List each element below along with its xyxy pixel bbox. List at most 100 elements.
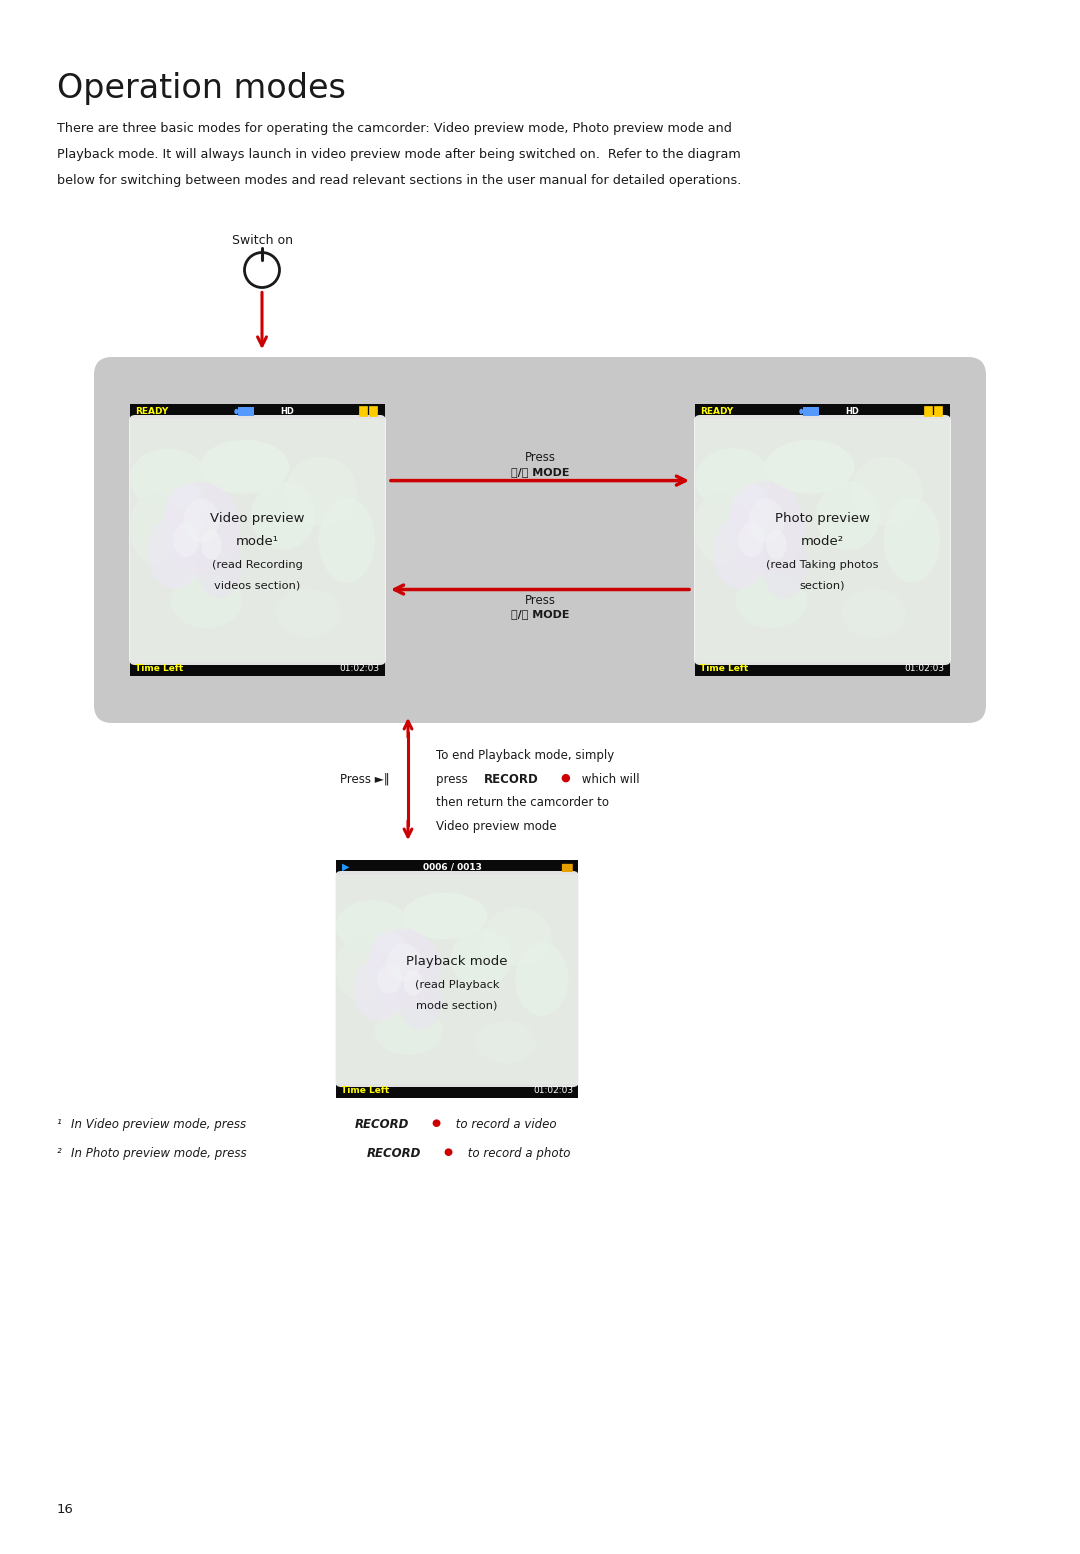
Ellipse shape <box>765 440 854 494</box>
Text: (read Playback: (read Playback <box>415 981 499 990</box>
Ellipse shape <box>174 522 199 556</box>
Text: ██: ██ <box>562 862 573 872</box>
Ellipse shape <box>130 449 206 510</box>
Text: Press: Press <box>525 594 555 606</box>
FancyBboxPatch shape <box>239 407 254 416</box>
FancyBboxPatch shape <box>804 407 820 416</box>
Text: Video preview mode: Video preview mode <box>436 819 556 833</box>
Ellipse shape <box>285 457 357 525</box>
Ellipse shape <box>851 457 922 525</box>
FancyBboxPatch shape <box>359 406 367 416</box>
FancyBboxPatch shape <box>130 418 384 662</box>
Text: 🎥/📷 MODE: 🎥/📷 MODE <box>511 466 569 477</box>
Ellipse shape <box>234 409 239 415</box>
FancyBboxPatch shape <box>335 870 579 1086</box>
Text: RECORD: RECORD <box>355 1117 409 1131</box>
Ellipse shape <box>319 497 375 583</box>
Ellipse shape <box>375 1009 443 1055</box>
Ellipse shape <box>197 530 242 598</box>
Ellipse shape <box>165 483 206 538</box>
Text: 01:02:03: 01:02:03 <box>905 664 945 673</box>
Text: Playback mode: Playback mode <box>406 954 508 968</box>
Text: HD: HD <box>281 407 295 416</box>
Text: below for switching between modes and read relevant sections in the user manual : below for switching between modes and re… <box>57 174 741 186</box>
Ellipse shape <box>748 499 784 542</box>
Text: ●: ● <box>443 1147 453 1158</box>
Ellipse shape <box>130 491 181 564</box>
Ellipse shape <box>728 482 805 573</box>
Text: ¹: ¹ <box>57 1117 66 1131</box>
Text: READY: READY <box>700 407 733 416</box>
Text: Time Left: Time Left <box>700 664 748 673</box>
Text: 01:02:03: 01:02:03 <box>340 664 380 673</box>
Text: press: press <box>436 772 472 785</box>
Text: READY: READY <box>135 407 168 416</box>
Text: ●: ● <box>431 1117 440 1128</box>
FancyBboxPatch shape <box>336 1083 578 1099</box>
Text: 0006 / 0013: 0006 / 0013 <box>422 862 482 872</box>
Ellipse shape <box>883 497 940 583</box>
Ellipse shape <box>367 929 440 1009</box>
FancyBboxPatch shape <box>924 406 932 416</box>
Text: RECORD: RECORD <box>484 772 539 785</box>
FancyBboxPatch shape <box>369 406 377 416</box>
Ellipse shape <box>696 449 771 510</box>
Ellipse shape <box>451 929 512 987</box>
FancyBboxPatch shape <box>694 415 951 665</box>
FancyBboxPatch shape <box>696 662 950 676</box>
Text: then return the camcorder to: then return the camcorder to <box>436 796 609 810</box>
Text: RECORD: RECORD <box>367 1147 421 1159</box>
Text: (read Taking photos: (read Taking photos <box>766 559 879 570</box>
Text: section): section) <box>800 580 846 591</box>
Text: to record a video: to record a video <box>453 1117 556 1131</box>
Text: In Video preview mode, press: In Video preview mode, press <box>71 1117 249 1131</box>
Text: 🎥/📷 MODE: 🎥/📷 MODE <box>511 609 569 620</box>
FancyBboxPatch shape <box>94 357 986 723</box>
Ellipse shape <box>336 937 384 1001</box>
Text: mode section): mode section) <box>416 1001 498 1010</box>
Ellipse shape <box>377 965 402 993</box>
Ellipse shape <box>739 522 764 556</box>
Text: Playback mode. It will always launch in video preview mode after being switched : Playback mode. It will always launch in … <box>57 148 741 162</box>
FancyBboxPatch shape <box>696 404 950 676</box>
FancyBboxPatch shape <box>130 662 384 676</box>
Ellipse shape <box>369 931 408 977</box>
Ellipse shape <box>353 957 406 1021</box>
Ellipse shape <box>735 573 807 628</box>
Ellipse shape <box>200 440 289 494</box>
Text: (read Recording: (read Recording <box>212 559 302 570</box>
Ellipse shape <box>761 530 807 598</box>
Text: Time Left: Time Left <box>341 1086 389 1096</box>
Text: ▶: ▶ <box>342 862 350 872</box>
Ellipse shape <box>163 482 240 573</box>
Ellipse shape <box>816 482 880 550</box>
Text: To end Playback mode, simply: To end Playback mode, simply <box>436 749 615 761</box>
Text: videos section): videos section) <box>214 580 300 591</box>
Text: mode²: mode² <box>801 535 845 547</box>
Ellipse shape <box>696 491 746 564</box>
Text: Operation modes: Operation modes <box>57 71 346 106</box>
Ellipse shape <box>403 894 487 939</box>
Text: which will: which will <box>578 772 639 785</box>
Ellipse shape <box>841 589 905 637</box>
Text: Video preview: Video preview <box>211 511 305 525</box>
Ellipse shape <box>515 942 568 1016</box>
Ellipse shape <box>404 971 423 996</box>
Text: ●: ● <box>561 772 570 783</box>
Text: 16: 16 <box>57 1503 73 1517</box>
Ellipse shape <box>731 483 771 538</box>
Ellipse shape <box>252 482 315 550</box>
Ellipse shape <box>713 516 769 589</box>
FancyBboxPatch shape <box>696 418 950 662</box>
Text: There are three basic modes for operating the camcorder: Video preview mode, Pho: There are three basic modes for operatin… <box>57 123 732 135</box>
FancyBboxPatch shape <box>336 873 578 1085</box>
Text: Press ►‖: Press ►‖ <box>340 772 390 785</box>
Text: mode¹: mode¹ <box>237 535 279 547</box>
FancyBboxPatch shape <box>130 404 384 676</box>
Text: 01:02:03: 01:02:03 <box>532 1086 573 1096</box>
Text: Time Left: Time Left <box>135 664 184 673</box>
FancyBboxPatch shape <box>130 404 384 418</box>
FancyBboxPatch shape <box>129 415 386 665</box>
FancyBboxPatch shape <box>336 859 578 875</box>
Text: HD: HD <box>846 407 860 416</box>
